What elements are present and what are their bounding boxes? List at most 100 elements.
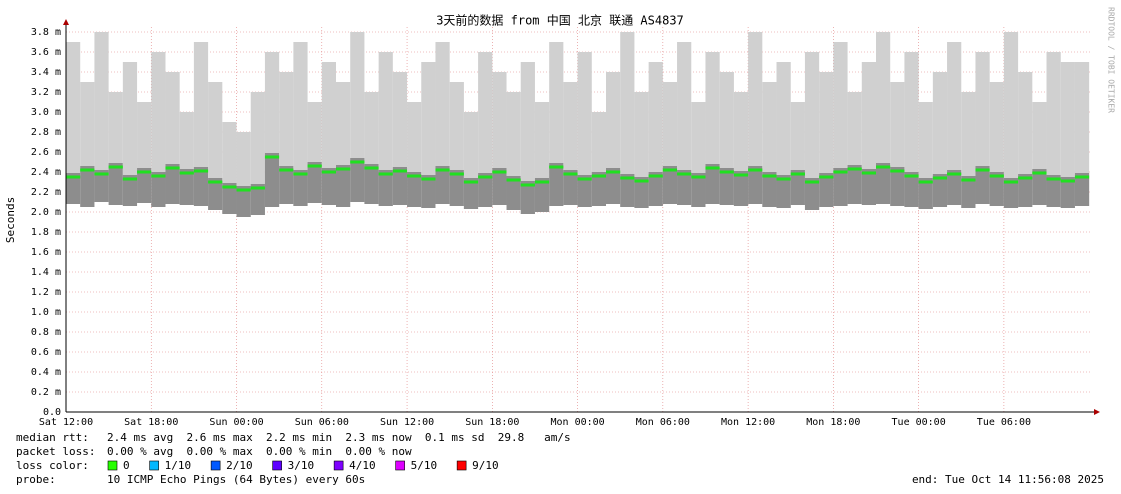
smoke-core: [421, 175, 436, 208]
smoke-range: [776, 62, 791, 208]
median-mark: [122, 177, 138, 181]
x-tick-label: Mon 00:00: [550, 417, 604, 428]
median-mark: [378, 172, 393, 176]
median-mark: [492, 170, 507, 174]
smoke-range: [648, 62, 663, 206]
median-mark: [222, 185, 237, 189]
smoke-core: [591, 172, 606, 206]
median-mark: [307, 164, 322, 168]
y-tick-label: 3.8 m: [31, 27, 61, 38]
y-tick-label: 1.0 m: [31, 307, 61, 318]
smoke-core: [520, 181, 535, 214]
x-tick-label: Sun 18:00: [465, 417, 519, 428]
smoke-range: [94, 32, 109, 202]
median-mark: [108, 165, 123, 169]
legend-label: 5/10: [411, 459, 438, 472]
legend-swatch: [333, 460, 344, 471]
x-tick-label: Sat 18:00: [124, 417, 178, 428]
median-mark: [506, 178, 521, 182]
median-mark: [975, 168, 990, 172]
median-mark: [634, 179, 649, 183]
smoke-core: [804, 178, 820, 210]
median-mark: [364, 166, 379, 170]
y-tick-label: 3.6 m: [31, 47, 61, 58]
smoke-range: [151, 52, 166, 207]
smoke-range: [577, 52, 592, 207]
legend-swatch: [395, 460, 405, 471]
y-tick-label: 0.0: [43, 407, 61, 418]
y-tick-label: 2.8 m: [31, 127, 61, 138]
y-tick-label: 0.2 m: [31, 387, 61, 398]
median-mark: [819, 175, 834, 179]
legend-swatch: [210, 460, 221, 471]
legend-label: 2/10: [226, 459, 253, 472]
smoke-core: [634, 177, 649, 208]
x-tick-label: Mon 12:00: [721, 417, 775, 428]
median-mark: [606, 170, 621, 174]
smoke-core: [1018, 174, 1033, 207]
legend-swatch: [107, 460, 118, 471]
x-tick-label: Mon 06:00: [636, 417, 690, 428]
smoke-core: [250, 184, 265, 215]
median-mark: [563, 172, 578, 176]
smoke-range: [1003, 32, 1019, 208]
smoke-core: [705, 164, 720, 204]
smoke-core: [1074, 173, 1090, 206]
median-mark: [719, 170, 734, 174]
y-tick-label: 2.0 m: [31, 207, 61, 218]
median-mark: [66, 175, 81, 179]
smoke-core: [307, 162, 322, 203]
smoke-core: [165, 164, 180, 204]
smoke-core: [1046, 175, 1061, 207]
smoke-core: [478, 173, 493, 207]
median-mark: [876, 165, 891, 169]
smoke-range: [947, 42, 962, 205]
median-mark: [463, 180, 479, 184]
smoke-core: [819, 173, 834, 207]
y-tick-label: 2.6 m: [31, 147, 61, 158]
smoke-core: [364, 164, 379, 204]
smoke-core: [449, 170, 464, 206]
smoke-core: [94, 170, 109, 202]
y-tick-label: 1.4 m: [31, 267, 61, 278]
smoke-range: [677, 42, 692, 205]
x-tick-label: Sat 12:00: [39, 417, 93, 428]
axis-arrow: [63, 19, 69, 25]
median-mark: [790, 172, 805, 176]
median-mark: [520, 183, 535, 187]
median-mark: [165, 166, 180, 170]
median-mark: [1074, 175, 1090, 179]
median-mark: [137, 170, 152, 174]
median-mark: [648, 174, 663, 178]
smoke-core: [677, 170, 692, 205]
median-mark: [264, 155, 280, 159]
y-axis-label: Seconds: [4, 197, 17, 243]
median-mark: [151, 174, 166, 178]
smoke-core: [407, 172, 422, 207]
smoke-core: [350, 158, 365, 202]
smoke-core: [506, 176, 521, 210]
smoke-core: [833, 168, 848, 206]
smoke-range: [378, 52, 393, 206]
smoke-core: [492, 168, 507, 205]
smoke-core: [122, 175, 138, 206]
smoke-range: [1018, 72, 1033, 207]
median-mark: [1018, 176, 1033, 180]
median-mark: [961, 178, 976, 182]
end-time: end: Tue Oct 14 11:56:08 2025: [912, 473, 1104, 486]
median-mark: [662, 168, 678, 172]
smoke-core: [861, 169, 876, 205]
y-tick-label: 1.8 m: [31, 227, 61, 238]
median-mark: [193, 169, 209, 173]
smoke-core: [66, 173, 81, 204]
legend-swatch: [149, 460, 159, 471]
x-tick-label: Mon 18:00: [806, 417, 860, 428]
smoke-core: [577, 175, 592, 207]
smoke-range: [421, 62, 436, 208]
x-tick-label: Tue 00:00: [892, 417, 946, 428]
y-tick-label: 0.4 m: [31, 367, 61, 378]
smoke-core: [918, 178, 933, 209]
smoke-core: [378, 170, 393, 206]
median-mark: [1003, 180, 1019, 184]
smoke-core: [1003, 178, 1019, 208]
